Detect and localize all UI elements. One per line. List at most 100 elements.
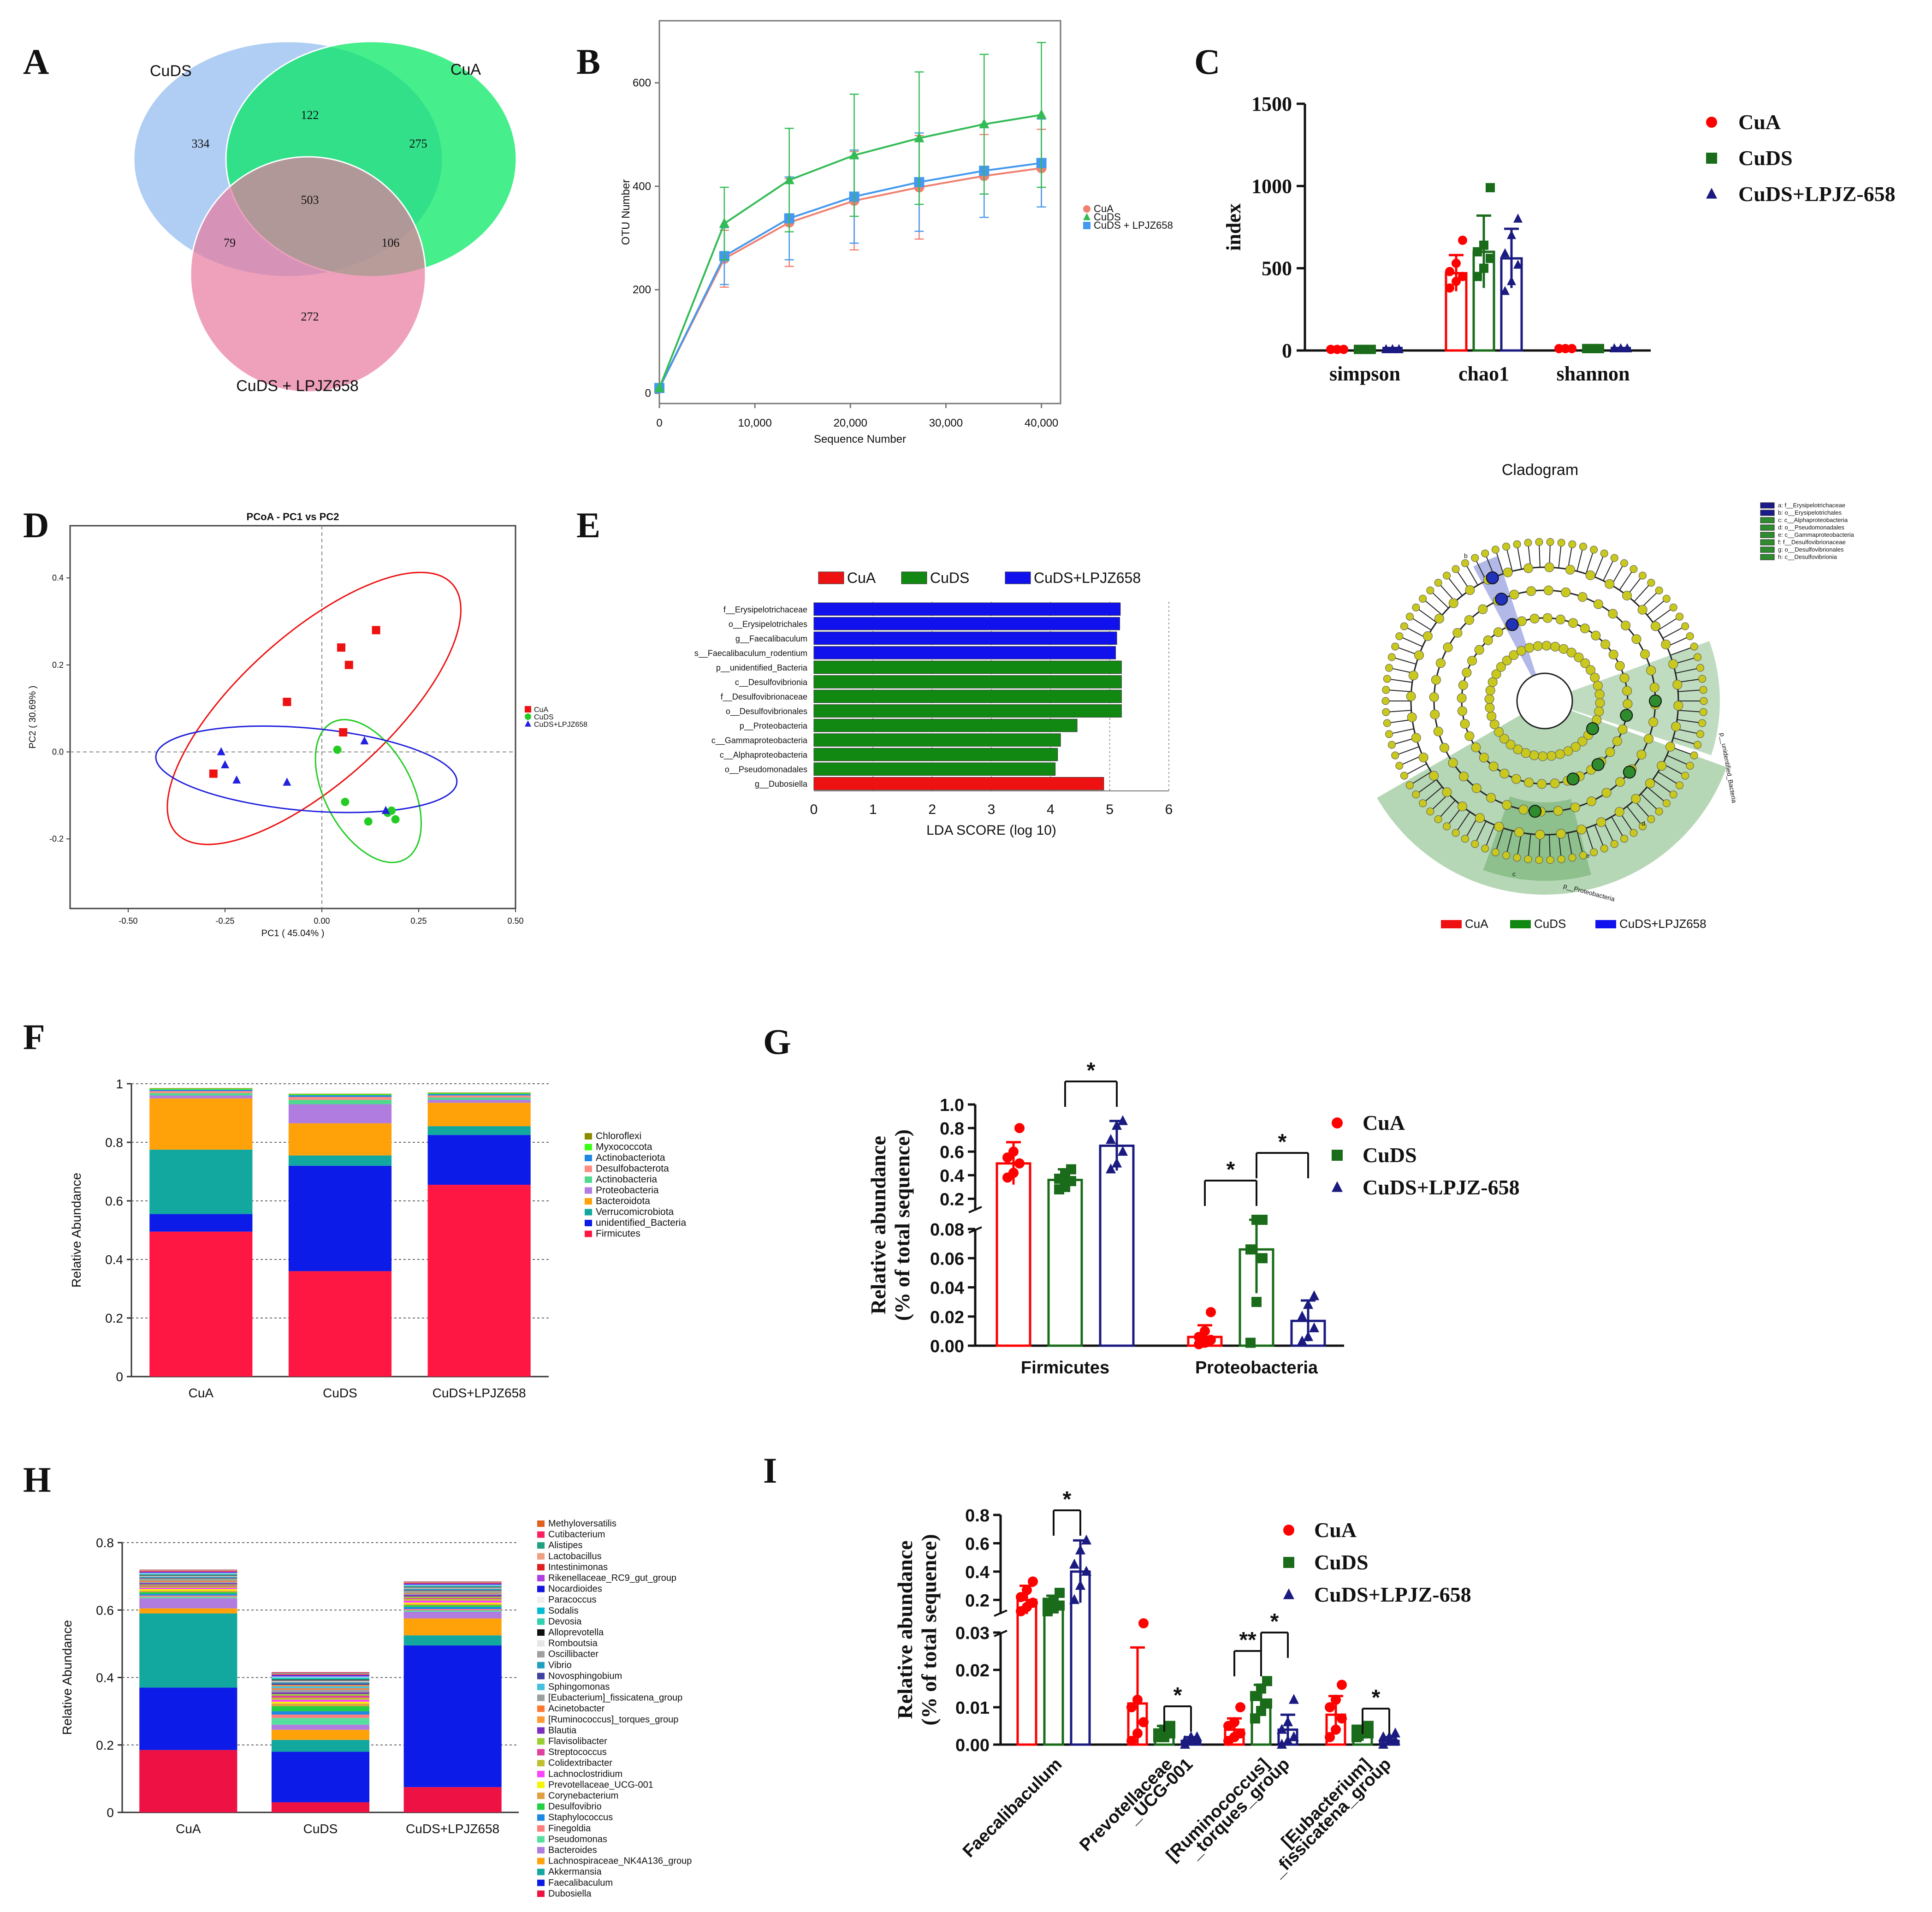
stacked-segment [139, 1583, 237, 1585]
cladogram-leaf-node [1383, 675, 1391, 683]
data-point [1262, 1698, 1272, 1709]
stacked-segment [139, 1578, 237, 1579]
stacked-segment [427, 1185, 531, 1377]
legend-label: Staphylococcus [548, 1812, 613, 1823]
legend-label: Desulfobacterota [596, 1164, 669, 1174]
cladogram-leaf-edge [1658, 771, 1678, 785]
legend-label: Paracoccus [548, 1595, 597, 1605]
stacked-segment [271, 1802, 370, 1812]
legend-label: Proteobacteria [596, 1185, 659, 1196]
cladogram-node [1636, 749, 1647, 760]
cladogram-node [1622, 590, 1632, 600]
y-tick-label: 0 [107, 1805, 114, 1820]
stacked-segment [271, 1675, 370, 1677]
data-point [1055, 1587, 1065, 1598]
cladogram-node [1448, 758, 1458, 768]
cladogram-node [1458, 680, 1468, 690]
y-tick-label: 0.2 [940, 1190, 964, 1209]
cladogram-leaf-node [1502, 542, 1511, 551]
cladogram-node [1585, 570, 1595, 580]
stacked-segment [288, 1097, 392, 1100]
x-tick-label: 30,000 [929, 417, 963, 429]
data-point [333, 745, 342, 754]
cladogram-leaf-edge [1388, 710, 1411, 713]
cladogram-leaf-edge [1675, 668, 1698, 674]
pcoa-chart: PCoA - PC1 vs PC2 -0.50 -0.25 0.00 0.25 0.50 -… [28, 511, 587, 938]
cladogram-node [1516, 646, 1526, 656]
legend-label: CuDS [1534, 917, 1566, 931]
cladogram-leaf-edge [1528, 834, 1531, 857]
stacked-segment [403, 1588, 502, 1589]
legend-swatch [537, 1564, 545, 1571]
significance-label: * [1372, 1686, 1381, 1710]
cladogram-node [1612, 736, 1622, 746]
y-tick-label: 1500 [1251, 93, 1292, 115]
cladogram-node [1494, 727, 1504, 737]
cladogram-leaf-edge [1401, 636, 1423, 647]
legend-label: Novosphingobium [548, 1671, 622, 1681]
venn-circle-lpjz [190, 156, 427, 393]
y-tick-label: 0.4 [965, 1563, 990, 1582]
cladogram-node [1429, 692, 1439, 702]
cladogram-leaf-node [1676, 612, 1684, 621]
legend-swatch [537, 1738, 545, 1745]
y-axis-label: index [1222, 203, 1245, 251]
plot-frame [658, 20, 1061, 404]
category-label: g__Faecalibaculum [735, 634, 807, 644]
y-tick-label: 0 [1282, 339, 1292, 362]
data-point [1289, 1731, 1299, 1741]
y-tick-label: 0.08 [930, 1220, 964, 1240]
cladogram-leaf-node [1590, 546, 1598, 554]
cladogram-key-swatch [1760, 510, 1775, 516]
plot-frame [69, 525, 516, 909]
cladogram-node [1513, 744, 1523, 754]
cladogram-node [1594, 707, 1604, 717]
cladogram-node [1591, 630, 1601, 641]
data-point [1257, 1215, 1268, 1225]
cladogram-leaf-node [1535, 856, 1543, 864]
data-point [1445, 267, 1454, 276]
data-point [1610, 343, 1619, 352]
cladogram-key-label: h: c__Desulfovibrionia [1778, 553, 1837, 560]
cladogram-node [1505, 740, 1516, 750]
data-point [914, 132, 925, 143]
category-label: p__Proteobacteria [740, 721, 808, 731]
cladogram-node [1414, 650, 1424, 660]
data-point [1486, 183, 1495, 192]
data-point [1513, 214, 1523, 223]
cladogram-node [1631, 794, 1641, 804]
cladogram-leaf-edge [1417, 779, 1437, 794]
cladogram-node [1429, 771, 1439, 781]
data-point [1331, 1724, 1341, 1735]
cladogram-node [1637, 605, 1648, 615]
cladogram-node [1570, 802, 1580, 813]
cladogram-node [1668, 659, 1678, 669]
legend-label: Sphingomonas [548, 1682, 610, 1692]
cladogram-leaf-node [1696, 730, 1704, 738]
lda-bar [813, 617, 1120, 630]
x-tick-label: 6 [1165, 802, 1173, 817]
cladogram-leaf-node [1434, 815, 1442, 823]
cladogram-leaf-node [1638, 822, 1647, 831]
cladogram-leaf-node [1676, 781, 1684, 790]
cladogram-leaf-edge [1506, 831, 1513, 854]
x-axis-label: PC1 ( 45.04% ) [261, 928, 325, 938]
data-point [1452, 277, 1461, 286]
data-point [1008, 1146, 1019, 1157]
legend-label: Devosia [548, 1616, 582, 1627]
cladogram-leaf-node [1524, 855, 1532, 863]
cladogram-leaf-node [1669, 790, 1677, 799]
stacked-segment [288, 1155, 392, 1166]
data-point [221, 760, 229, 768]
y-tick-label: 0.4 [52, 573, 64, 582]
cladogram-node [1494, 822, 1504, 832]
legend-label: CuDS [930, 570, 969, 586]
data-point [1500, 286, 1510, 295]
data-point [1623, 343, 1632, 352]
legend-marker [1283, 1588, 1294, 1599]
data-point [1069, 1558, 1079, 1569]
panel-label-e: E [576, 505, 600, 545]
stacked-segment [271, 1740, 370, 1752]
cladogram-node [1485, 685, 1495, 695]
stacked-segment [403, 1607, 502, 1609]
